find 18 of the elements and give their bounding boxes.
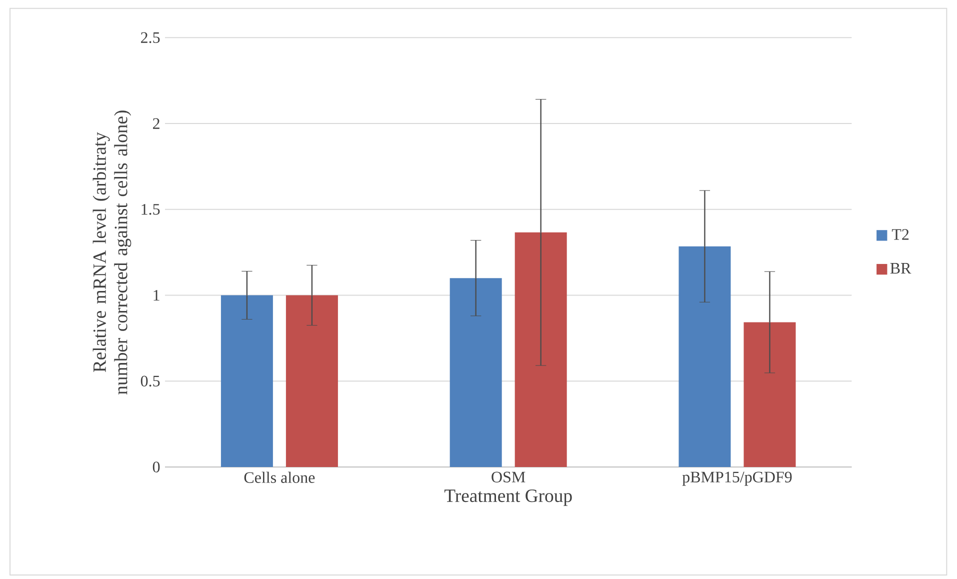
legend-label: T2 (892, 229, 909, 240)
bar (450, 278, 502, 467)
x-axis-title: Treatment Group (444, 490, 572, 506)
x-tick-label: Cells alone (244, 472, 315, 483)
bar (220, 295, 273, 467)
y-tick-label: 2.5 (141, 32, 160, 44)
bar (678, 246, 731, 467)
y-axis-title: Relative mRNA level (arbitraty number corrected against cells alone) (92, 110, 132, 394)
x-tick-label: pBMP15/pGDF9 (682, 472, 792, 486)
legend-label: BR (890, 263, 912, 274)
x-tick-label: OSM (492, 472, 526, 482)
y-tick-label: 0 (152, 462, 160, 472)
y-tick-label: 0.5 (140, 376, 160, 387)
bar (286, 295, 338, 467)
bar (744, 322, 796, 467)
y-tick-label: 1 (154, 290, 160, 301)
y-tick-label: 1.5 (142, 204, 160, 215)
y-tick-label: 2 (153, 118, 160, 129)
